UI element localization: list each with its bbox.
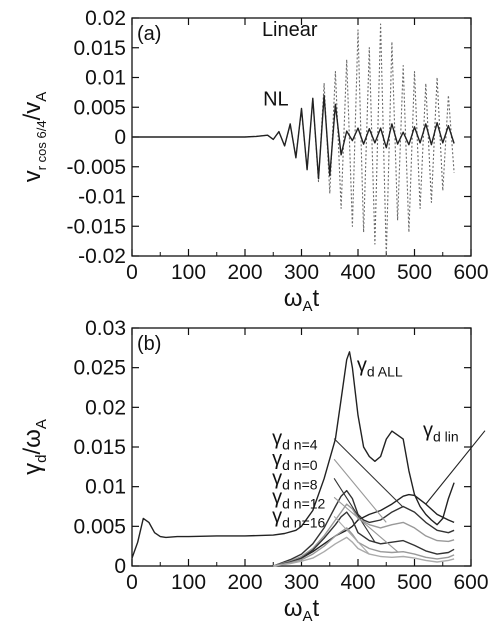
annotation-nl: NL [263,88,289,110]
y-tick-label: 0.01 [85,476,126,499]
label-pointer [333,438,404,508]
y-tick-label: 0.01 [85,67,126,90]
x-tick-label: 0 [126,261,138,284]
y-tick-label: 0 [114,555,126,578]
series--d-n=4 [273,489,455,567]
x-tick-label: 400 [340,571,375,594]
y-tick-label: 0 [114,126,126,149]
series--d-n=16 [273,536,455,567]
label-pointer [333,515,370,555]
series-label: γd ALL [357,355,403,380]
x-axis-title: ωAt [284,595,320,625]
x-tick-label: 500 [397,261,432,284]
series-label: γd n=12 [272,486,325,511]
series--d-all [131,351,455,559]
series-nl [132,94,455,180]
y-tick-label: 0.015 [73,436,126,459]
series-label: γd lin [423,420,459,445]
series--d-n=8 [273,511,455,567]
y-tick-label: -0.005 [66,156,126,179]
x-tick-label: 400 [340,261,375,284]
series-linear [132,23,455,257]
y-tick-label: -0.01 [78,186,126,209]
chart-panel-b: 0 100 200 300 400 500 600 0 0.005 0.01 0.015 0.02 0.… [19,317,489,625]
series-label: γd n=8 [272,467,318,492]
label-pointer [425,430,486,505]
x-tick-label: 200 [227,261,262,284]
x-tick-label: 100 [171,261,206,284]
annotation-linear: Linear [262,19,318,41]
y-tick-label: 0.015 [73,37,126,60]
y-tick-label: 0.025 [73,357,126,380]
x-tick-label: 100 [171,571,206,594]
series-label: γd n=4 [272,428,318,453]
y-tick-label: -0.02 [78,245,126,268]
series-label: γd n=0 [272,448,318,473]
y-tick-label: 0.03 [85,317,126,340]
chart-panel-a: 0 100 200 300 400 500 600 -0.02 -0.015 -0.01 -0.00… [19,7,489,315]
x-tick-label: 300 [284,261,319,284]
y-axis-title: vr cos 6/4/vA [19,92,50,183]
x-tick-label: 600 [453,261,488,284]
x-tick-label: 600 [453,571,488,594]
x-tick-label: 0 [126,571,138,594]
y-tick-label: -0.015 [66,215,126,238]
panel-label: (a) [137,23,161,45]
label-pointer [333,458,387,523]
y-axis-title: γd/ωA [19,419,50,475]
x-tick-label: 500 [397,571,432,594]
y-tick-label: 0.005 [73,96,126,119]
x-tick-label: 200 [227,571,262,594]
label-pointer [333,477,376,543]
y-tick-label: 0.02 [85,396,126,419]
y-tick-label: 0.02 [85,7,126,30]
y-tick-label: 0.005 [73,515,126,538]
series-label: γd n=16 [272,505,325,530]
panel-label: (b) [137,333,161,355]
series--d-n=12 [273,527,455,567]
x-axis-title: ωAt [284,285,320,315]
label-pointer [333,496,398,553]
x-tick-label: 300 [284,571,319,594]
